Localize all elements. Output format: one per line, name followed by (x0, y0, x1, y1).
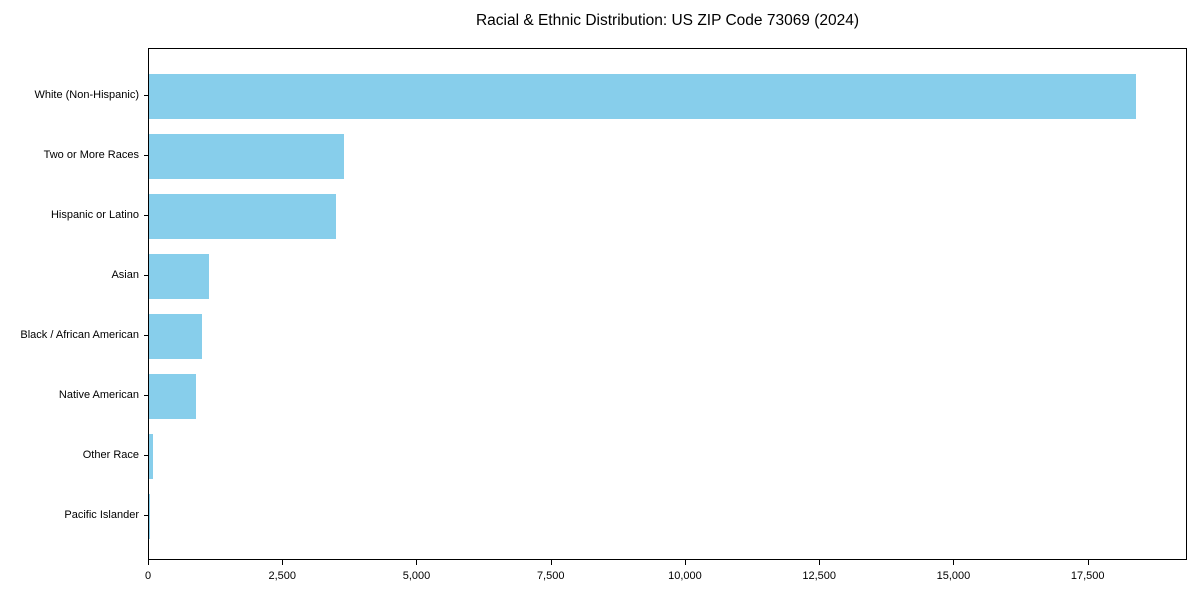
y-tick-label: Two or More Races (43, 149, 139, 161)
bar (149, 193, 337, 239)
y-tick-mark (144, 95, 148, 96)
bar (149, 493, 150, 539)
y-tick-mark (144, 395, 148, 396)
bar (149, 433, 154, 479)
y-tick-label: Asian (111, 269, 139, 281)
x-tick-label: 5,000 (402, 570, 431, 582)
bar (149, 373, 196, 419)
plot-area (148, 48, 1187, 560)
x-tick-label: 17,500 (1070, 570, 1105, 582)
bar (149, 73, 1136, 119)
x-tick-mark (685, 560, 686, 565)
x-tick-label: 12,500 (802, 570, 837, 582)
bar (149, 133, 344, 179)
y-tick-label: Black / African American (20, 329, 139, 341)
x-tick-mark (148, 560, 149, 565)
x-tick-mark (551, 560, 552, 565)
x-tick-mark (1088, 560, 1089, 565)
bar (149, 313, 202, 359)
x-tick-label: 2,500 (268, 570, 296, 582)
x-tick-label: 7,500 (536, 570, 565, 582)
y-tick-label: Hispanic or Latino (50, 209, 139, 221)
x-tick-label: 15,000 (936, 570, 971, 582)
y-tick-mark (144, 275, 148, 276)
bar (149, 253, 210, 299)
y-tick-label: Native American (58, 389, 139, 401)
y-tick-mark (144, 215, 148, 216)
y-tick-label: White (Non-Hispanic) (34, 89, 139, 101)
y-tick-mark (144, 335, 148, 336)
y-tick-label: Other Race (82, 449, 139, 461)
y-tick-mark (144, 155, 148, 156)
y-tick-label: Pacific Islander (64, 509, 139, 521)
x-tick-mark (282, 560, 283, 565)
x-tick-label: 0 (144, 570, 152, 582)
y-tick-mark (144, 455, 148, 456)
x-tick-mark (953, 560, 954, 565)
x-tick-mark (416, 560, 417, 565)
y-tick-mark (144, 515, 148, 516)
chart-title: Racial & Ethnic Distribution: US ZIP Cod… (475, 12, 860, 29)
x-tick-label: 10,000 (668, 570, 702, 582)
x-tick-mark (819, 560, 820, 565)
